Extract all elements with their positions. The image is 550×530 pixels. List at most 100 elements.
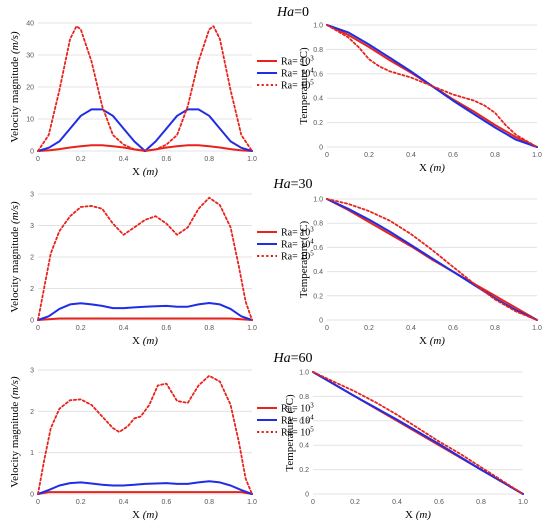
- series-line: [37, 480, 253, 495]
- x-tick-label: 0.6: [448, 325, 458, 332]
- y-tick-label: 0.2: [313, 293, 323, 300]
- y-axis-title: Temperature (°C): [298, 221, 310, 299]
- legend-entry: Ra= 103: [281, 55, 314, 68]
- y-tick-label: 2: [30, 286, 34, 293]
- x-tick-label: 0.2: [76, 499, 86, 506]
- chart-vel-ha60: 0 1 2 3 0 0.2 0.4 0.6 0.8 1.0 X (m) Velocity magnit…: [9, 351, 314, 521]
- x-axis-title: X (m): [419, 162, 445, 174]
- x-tick-label: 0: [325, 152, 329, 159]
- legend-entry: Ra= 105: [281, 426, 314, 439]
- legend-entry: Ra= 105: [281, 250, 314, 263]
- legend-entry: Ra= 105: [281, 79, 314, 92]
- y-tick-label: 0.8: [313, 47, 323, 54]
- series-line: [326, 198, 538, 321]
- x-tick-label: 0.6: [162, 156, 172, 163]
- chart-temp-ha30: 0 0.2 0.4 0.6 0.8 1.0 0 0.2 0.4 0.6 0.8 1.0 X (m) Tem…: [298, 197, 542, 348]
- y-tick-label: 0.6: [299, 418, 309, 425]
- x-tick-label: 0.6: [162, 499, 172, 506]
- y-tick-label: 0: [305, 492, 309, 499]
- series-line: [312, 371, 524, 495]
- y-tick-label: 0.2: [313, 120, 323, 127]
- series-line: [37, 25, 253, 152]
- series-line: [326, 198, 538, 321]
- x-tick-label: 0.8: [476, 499, 486, 506]
- x-tick-label: 0: [36, 156, 40, 163]
- x-tick-label: 0.2: [76, 156, 86, 163]
- x-tick-label: 1.0: [247, 499, 257, 506]
- y-tick-label: 3: [30, 368, 34, 375]
- x-axis-title: X (m): [132, 509, 158, 521]
- x-tick-label: 0.8: [204, 325, 214, 332]
- series-line: [37, 491, 253, 495]
- x-tick-label: 0.8: [204, 156, 214, 163]
- y-tick-label: 0: [319, 318, 323, 325]
- y-tick-label: 0.6: [313, 71, 323, 78]
- x-tick-label: 0.4: [406, 325, 416, 332]
- series-line: [326, 24, 538, 148]
- y-tick-label: 3: [30, 223, 34, 230]
- x-tick-label: 1.0: [532, 152, 542, 159]
- y-tick-label: 0: [30, 318, 34, 325]
- chart-vel-ha0: 0 10 20 30 40 0 0.2 0.4 0.6 0.8 1.0 X (m) Velocity m…: [9, 5, 314, 178]
- y-tick-label: 3: [30, 192, 34, 199]
- chart-temp-ha0: 0 0.2 0.4 0.6 0.8 1.0 0 0.2 0.4 0.6 0.8 1.0 X (m) Tem…: [298, 23, 542, 175]
- series-line: [326, 198, 538, 321]
- x-tick-label: 0: [325, 325, 329, 332]
- legend-entry: Ra= 104: [281, 414, 314, 427]
- x-tick-label: 0.6: [162, 325, 172, 332]
- y-tick-label: 2: [30, 255, 34, 262]
- x-tick-label: 0: [36, 499, 40, 506]
- x-tick-label: 1.0: [247, 156, 257, 163]
- y-axis-title: Velocity magnitude (m/s): [9, 376, 21, 488]
- x-axis-title: X (m): [419, 335, 445, 347]
- y-tick-label: 0.6: [313, 245, 323, 252]
- legend-entry: Ra= 103: [281, 402, 314, 415]
- legend-entry: Ra= 104: [281, 238, 314, 251]
- y-axis-title: Velocity magnitude (m/s): [9, 201, 21, 313]
- y-tick-label: 0: [319, 145, 323, 152]
- x-axis-title: X (m): [132, 166, 158, 178]
- y-tick-label: 20: [26, 85, 34, 92]
- x-tick-label: 0: [311, 499, 315, 506]
- x-tick-label: 0.2: [350, 499, 360, 506]
- y-tick-label: 30: [26, 53, 34, 60]
- y-axis-title: Temperature (°C): [284, 394, 296, 472]
- y-tick-label: 0: [30, 149, 34, 156]
- series-line: [37, 108, 253, 152]
- y-axis-title: Velocity magnitude (m/s): [9, 31, 21, 143]
- x-tick-label: 0.4: [119, 499, 129, 506]
- x-tick-label: 0.4: [392, 499, 402, 506]
- legend-entry: Ra= 103: [281, 226, 314, 239]
- y-tick-label: 0.8: [299, 394, 309, 401]
- y-tick-label: 1.0: [313, 197, 323, 204]
- series-line: [37, 374, 253, 495]
- x-tick-label: 0.6: [434, 499, 444, 506]
- x-tick-label: 0.2: [364, 325, 374, 332]
- chart-temp-ha60: 0 0.2 0.4 0.6 0.8 1.0 0 0.2 0.4 0.6 0.8 1.0 X (m) Tem…: [284, 370, 528, 522]
- series-line: [37, 196, 253, 321]
- y-tick-label: 0.4: [299, 443, 309, 450]
- series-line: [37, 317, 253, 321]
- x-axis-title: X (m): [132, 335, 158, 347]
- y-tick-label: 0.8: [313, 221, 323, 228]
- y-axis-title: Temperature (°C): [298, 47, 310, 125]
- x-tick-label: 0.4: [119, 156, 129, 163]
- panel-label: Ha=60: [272, 351, 312, 366]
- x-tick-label: 0.8: [490, 325, 500, 332]
- series-line: [312, 371, 524, 495]
- panel-label: Ha=0: [276, 5, 309, 20]
- x-tick-label: 0.4: [406, 152, 416, 159]
- y-tick-label: 1.0: [313, 23, 323, 30]
- y-tick-label: 2: [30, 409, 34, 416]
- x-tick-label: 0.8: [204, 499, 214, 506]
- x-tick-label: 1.0: [247, 325, 257, 332]
- x-tick-label: 1.0: [532, 325, 542, 332]
- y-tick-label: 40: [26, 21, 34, 28]
- x-tick-label: 0.8: [490, 152, 500, 159]
- y-tick-label: 0: [30, 492, 34, 499]
- x-tick-label: 1.0: [518, 499, 528, 506]
